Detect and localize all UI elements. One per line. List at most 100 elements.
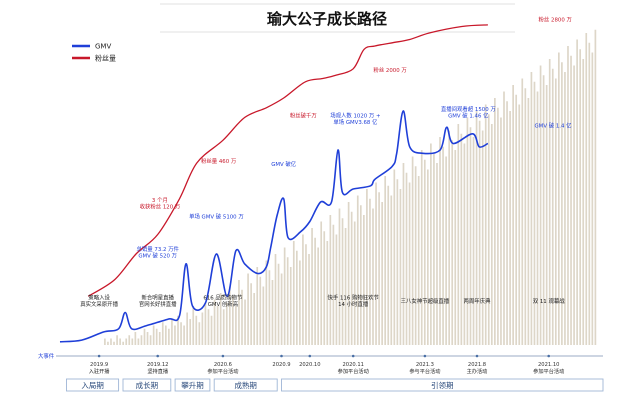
phase-label: 成熟期 — [234, 380, 257, 390]
annotation-label: 粉丝破千万 — [290, 112, 318, 120]
volume-bar — [305, 244, 307, 345]
volume-bar — [387, 185, 390, 345]
timeline: 大事件2019.9入驻开播2019.12坚持直播2020.6参加平台活动2020… — [38, 352, 603, 375]
volume-bar — [472, 137, 475, 345]
volume-bar — [241, 289, 243, 345]
volume-bar — [554, 78, 557, 345]
volume-bar — [164, 325, 167, 345]
volume-bar — [576, 39, 578, 345]
volume-bar — [311, 228, 313, 345]
chart-title: 瑜大公子成长路径 — [267, 10, 387, 28]
volume-bar — [420, 150, 423, 345]
volume-bar — [542, 75, 545, 345]
timeline-event: 参加平台活动 — [207, 367, 238, 375]
volume-bar — [235, 306, 237, 345]
volume-bar — [445, 156, 447, 345]
phase-label: 攀升期 — [181, 380, 204, 390]
volume-bar — [411, 156, 414, 345]
volume-bar — [125, 338, 128, 345]
annotation-label: GMV 破 1.4 亿 — [534, 121, 572, 129]
volume-bar — [134, 332, 137, 345]
volume-bar — [481, 130, 484, 345]
volume-bar — [451, 140, 454, 345]
volume-bar — [222, 309, 225, 345]
timeline-date: 2020.9 — [272, 362, 290, 368]
volume-bar — [375, 182, 377, 345]
timeline-marker — [547, 354, 550, 358]
volume-bar — [320, 221, 323, 345]
volume-bar — [518, 104, 521, 345]
volume-bar — [460, 133, 463, 345]
annotation-label: 策略入设 — [88, 294, 110, 302]
volume-bar — [384, 176, 387, 345]
volume-bar — [335, 234, 338, 345]
volume-bar — [457, 124, 460, 345]
volume-bar — [475, 111, 478, 345]
volume-bar — [506, 101, 508, 345]
volume-bar — [573, 65, 575, 345]
volume-bar — [289, 267, 292, 345]
volume-bar — [527, 98, 530, 345]
legend: GMV 粉丝量 — [72, 43, 116, 63]
phase-bands: 入局期 成长期 攀升期 成熟期 引领期 — [66, 378, 604, 392]
volume-bar — [408, 182, 411, 345]
volume-bar — [210, 315, 213, 345]
phase-band — [122, 378, 172, 392]
volume-bar — [213, 299, 216, 345]
volume-bar — [262, 286, 265, 345]
volume-bar — [363, 215, 365, 345]
timeline-date: 2019.12 — [147, 362, 168, 368]
volume-bar — [317, 247, 319, 345]
volume-bar — [271, 280, 274, 345]
volume-bar — [353, 221, 356, 345]
annotation-label: 真实文采原开播 — [80, 300, 118, 308]
timeline-date: 2020.10 — [299, 362, 320, 368]
volume-bar — [228, 286, 231, 345]
volume-bar — [341, 218, 344, 345]
annotation-label: 616 品质购物节 — [203, 294, 243, 302]
volume-bar — [171, 319, 173, 345]
volume-bar — [131, 338, 134, 345]
series-line-gmv — [59, 110, 489, 343]
volume-bar — [478, 120, 481, 345]
volume-bar — [558, 52, 560, 345]
annotation-label: 两周年庆典 — [464, 297, 492, 305]
volume-bar — [292, 241, 295, 345]
annotation-label: GMV 破亿 — [271, 160, 297, 168]
volume-bar — [207, 309, 210, 345]
volume-bar — [585, 33, 588, 345]
timeline-marker — [423, 354, 427, 358]
annotation-label: 粉丝 2000 万 — [373, 66, 407, 74]
volume-bar — [490, 124, 493, 345]
volume-bar — [536, 91, 539, 345]
volume-bar — [350, 211, 353, 345]
volume-bar — [189, 319, 192, 345]
volume-bar — [198, 322, 201, 345]
volume-bar — [548, 59, 551, 345]
volume-bar — [107, 341, 109, 345]
volume-bar — [283, 247, 286, 345]
annotation-label: 双 11 观幕战 — [533, 297, 565, 305]
timeline-date: 2020.11 — [342, 362, 363, 368]
volume-bar — [238, 280, 240, 345]
volume-bar — [378, 192, 380, 345]
volume-bar — [393, 169, 396, 345]
volume-bar — [588, 42, 591, 345]
volume-bar — [521, 78, 524, 345]
annotation-label: 快手 116 购物狂欢节 — [327, 294, 379, 302]
volume-bar — [369, 198, 371, 345]
timeline-date: 2019.9 — [90, 362, 108, 368]
volume-bar — [405, 172, 408, 345]
annotation-label: 单场 GMV 破 5100 万 — [189, 212, 244, 220]
volume-bar — [302, 234, 304, 345]
annotation-label: 总销量 73.2 万件 — [137, 245, 180, 253]
timeline-start-label: 大事件 — [38, 352, 55, 360]
volume-bar — [497, 107, 499, 345]
volume-bar — [186, 312, 188, 345]
volume-bar — [274, 254, 277, 345]
volume-bar — [539, 65, 542, 345]
volume-bar — [244, 299, 246, 345]
volume-bar — [512, 85, 514, 345]
